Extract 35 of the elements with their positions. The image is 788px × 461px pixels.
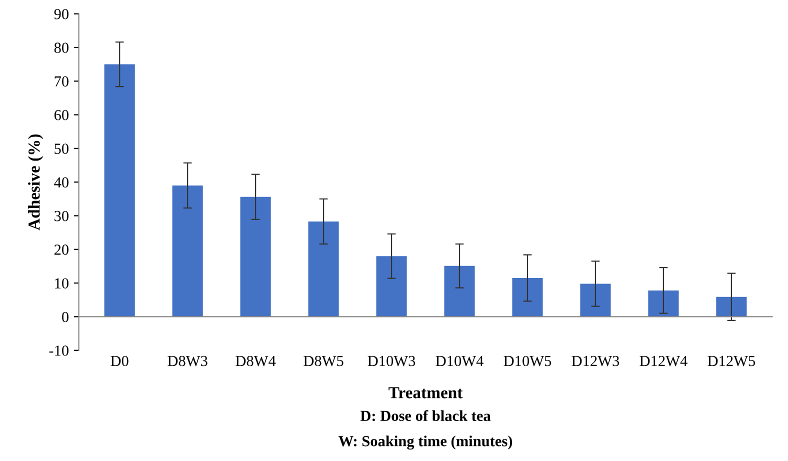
x-tick-label: D12W5 [708,356,756,366]
y-tick-label: 40 [54,177,68,188]
x-tick-label: D12W4 [640,356,688,366]
y-tick-label: 30 [54,210,68,222]
x-tick-label: D12W3 [572,356,620,366]
bar [172,185,203,317]
bar [648,290,679,317]
bar [512,278,543,317]
y-tick-label: 90 [54,8,68,20]
bar [444,266,475,317]
y-tick-label: 10 [55,278,68,289]
y-tick-label: 60 [54,110,68,120]
x-tick-label: D8W5 [304,356,344,366]
bar [104,64,135,317]
x-tick-label: D10W5 [504,356,552,366]
x-axis-title: Treatment [388,387,463,398]
y-tick-label: 0 [62,312,68,322]
y-axis-title: Adhesive (%) [28,134,44,230]
x-tick-label: D10W3 [368,356,416,366]
bar [376,256,407,317]
x-tick-label: D8W4 [236,356,276,366]
y-tick-label: 70 [54,76,68,87]
y-tick-label: 20 [54,244,68,255]
text: W: Soaking time (minutes) [338,436,512,450]
x-tick-label: D0 [110,356,128,366]
bar [580,284,611,317]
y-tick-label: 80 [54,42,68,53]
y-tick-label: 50 [54,144,68,154]
bar [240,196,271,317]
bar [716,296,747,317]
x-tick-label: D10W4 [436,356,484,366]
x-tick-label: D8W3 [168,356,208,366]
bar [308,221,339,317]
y-tick-label: -10 [49,346,68,356]
text: D: Dose of black tea [360,410,491,422]
